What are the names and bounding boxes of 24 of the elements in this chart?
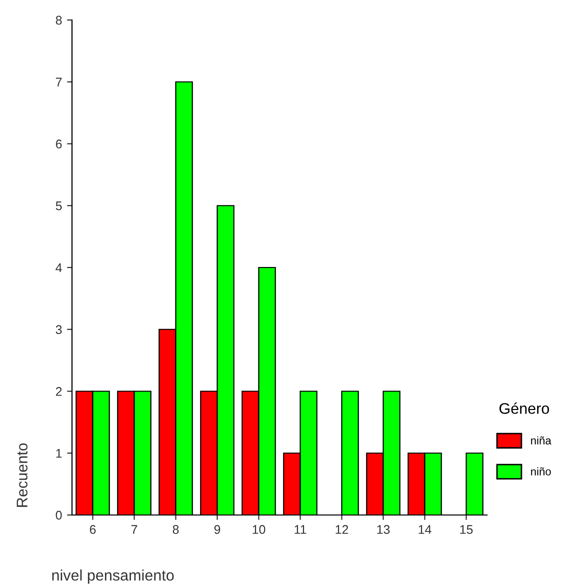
y-tick-label: 1 — [56, 449, 62, 458]
y-tick-label: 4 — [56, 263, 62, 272]
legend-title: Género — [499, 402, 550, 414]
x-tick-label: 14 — [418, 525, 432, 534]
x-tick-label: 8 — [172, 525, 179, 534]
x-tick-label: 10 — [252, 525, 266, 534]
x-tick-label: 15 — [460, 525, 473, 534]
x-tick-label: 9 — [214, 525, 220, 534]
y-axis-title: Recuento — [16, 443, 28, 507]
x-tick-label: 11 — [294, 525, 306, 534]
y-tick-label: 2 — [56, 387, 62, 396]
x-tick-label: 13 — [377, 525, 390, 534]
y-tick-label: 6 — [56, 140, 62, 148]
legend-label: niño — [531, 467, 551, 476]
y-tick-label: 7 — [56, 78, 62, 86]
x-tick-label: 12 — [336, 525, 348, 534]
y-tick-label: 3 — [56, 325, 62, 334]
x-tick-label: 7 — [131, 525, 138, 534]
y-tick-label: 8 — [56, 16, 62, 25]
legend-label: niña — [531, 436, 552, 444]
y-tick-label: 0 — [56, 510, 62, 520]
y-tick-label: 5 — [56, 202, 62, 210]
x-axis-title: nivel pensamiento — [52, 569, 174, 584]
x-tick-label: 6 — [90, 525, 96, 534]
